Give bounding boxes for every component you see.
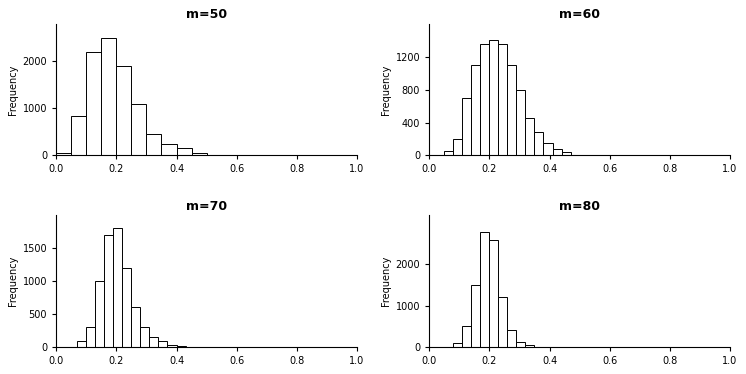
- Bar: [562, 152, 571, 156]
- Title: m=50: m=50: [186, 8, 228, 21]
- Bar: [168, 345, 177, 347]
- Y-axis label: Frequency: Frequency: [381, 64, 392, 115]
- Bar: [140, 327, 149, 347]
- Bar: [113, 228, 122, 347]
- Bar: [516, 90, 525, 156]
- Bar: [489, 240, 498, 347]
- Bar: [525, 346, 534, 347]
- Bar: [78, 341, 87, 347]
- Bar: [498, 297, 507, 347]
- Bar: [480, 45, 489, 156]
- Title: m=60: m=60: [559, 8, 600, 21]
- Bar: [454, 139, 463, 156]
- Bar: [122, 268, 131, 347]
- Bar: [534, 132, 544, 156]
- Y-axis label: Frequency: Frequency: [8, 64, 19, 115]
- Title: m=70: m=70: [186, 199, 228, 212]
- Bar: [87, 52, 101, 156]
- Bar: [71, 116, 87, 156]
- Bar: [101, 38, 116, 156]
- Bar: [104, 235, 113, 347]
- Bar: [463, 326, 471, 347]
- Bar: [471, 65, 480, 156]
- Y-axis label: Frequency: Frequency: [381, 256, 392, 306]
- Bar: [192, 153, 207, 156]
- Bar: [471, 285, 480, 347]
- Bar: [498, 45, 507, 156]
- Bar: [553, 149, 562, 156]
- Bar: [158, 341, 168, 347]
- Bar: [480, 232, 489, 347]
- Bar: [525, 119, 534, 156]
- Title: m=80: m=80: [559, 199, 600, 212]
- Bar: [507, 65, 516, 156]
- Bar: [516, 342, 525, 347]
- Bar: [207, 154, 222, 156]
- Bar: [177, 148, 192, 156]
- Bar: [177, 346, 186, 347]
- Bar: [131, 104, 146, 156]
- Bar: [95, 281, 104, 347]
- Bar: [463, 98, 471, 156]
- Bar: [161, 144, 177, 156]
- Bar: [87, 327, 95, 347]
- Bar: [131, 307, 140, 347]
- Bar: [571, 155, 580, 156]
- Bar: [56, 153, 71, 156]
- Bar: [116, 66, 131, 156]
- Bar: [444, 151, 454, 156]
- Bar: [544, 143, 553, 156]
- Bar: [149, 337, 158, 347]
- Bar: [146, 134, 161, 156]
- Bar: [489, 40, 498, 156]
- Y-axis label: Frequency: Frequency: [8, 256, 19, 306]
- Bar: [507, 330, 516, 347]
- Bar: [454, 343, 463, 347]
